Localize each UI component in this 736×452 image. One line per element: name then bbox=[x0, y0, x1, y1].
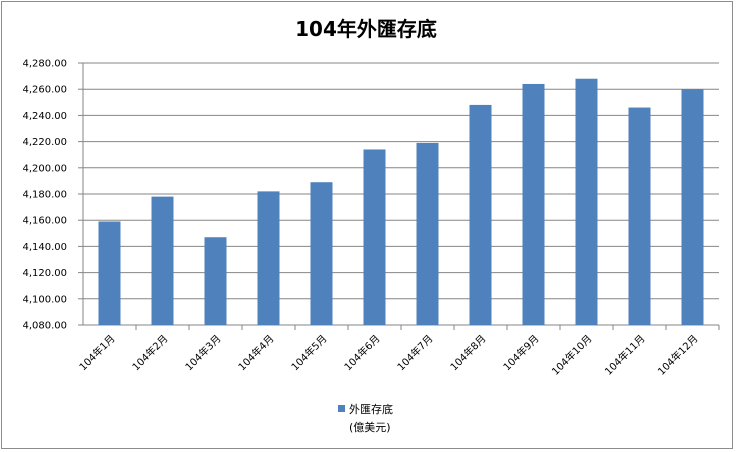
bars bbox=[98, 78, 704, 326]
x-tick-label: 104年12月 bbox=[655, 332, 701, 378]
y-tick-label: 4,220.00 bbox=[22, 137, 67, 148]
bar bbox=[469, 104, 492, 325]
y-tick-label: 4,140.00 bbox=[22, 242, 67, 253]
bar bbox=[257, 191, 280, 325]
bar bbox=[522, 83, 545, 326]
bar bbox=[575, 78, 598, 325]
bar bbox=[310, 182, 333, 325]
bar bbox=[628, 107, 651, 325]
y-tick-label: 4,180.00 bbox=[22, 190, 67, 201]
y-tick-label: 4,260.00 bbox=[22, 85, 67, 96]
x-tick-label: 104年6月 bbox=[341, 332, 382, 373]
x-tick-label: 104年10月 bbox=[549, 332, 595, 378]
x-tick-labels: 104年1月 104年2月 104年3月 104年4月 104年5月 104年6月 104年… bbox=[76, 332, 700, 378]
x-tick-label: 104年8月 bbox=[447, 332, 488, 373]
bar bbox=[151, 196, 174, 325]
chart-title: 104年外匯存底 bbox=[295, 17, 437, 41]
x-tick-label: 104年1月 bbox=[76, 332, 117, 373]
bar bbox=[363, 149, 386, 325]
bar bbox=[204, 237, 227, 325]
y-tick-label: 4,200.00 bbox=[22, 163, 67, 174]
x-tick-label: 104年9月 bbox=[500, 332, 541, 373]
bar bbox=[98, 221, 121, 325]
y-tick-labels: 4,080.00 4,100.00 4,120.00 4,140.00 4,160.00… bbox=[22, 59, 67, 332]
gridlines bbox=[83, 62, 719, 300]
x-tick-label: 104年3月 bbox=[182, 332, 223, 373]
legend-swatch bbox=[338, 405, 345, 412]
legend-series-label: 外匯存底 bbox=[349, 402, 393, 416]
legend-unit-label: (億美元) bbox=[349, 421, 391, 434]
x-tick-label: 104年2月 bbox=[129, 332, 170, 373]
y-tick-label: 4,120.00 bbox=[22, 268, 67, 279]
axes bbox=[78, 62, 720, 330]
y-tick-label: 4,240.00 bbox=[22, 111, 67, 122]
y-tick-label: 4,280.00 bbox=[22, 59, 67, 70]
bar bbox=[416, 142, 439, 325]
x-tick-label: 104年4月 bbox=[235, 332, 276, 373]
x-tick-label: 104年11月 bbox=[602, 332, 648, 378]
x-tick-label: 104年7月 bbox=[394, 332, 435, 373]
bar bbox=[681, 89, 704, 325]
y-tick-label: 4,080.00 bbox=[22, 321, 67, 332]
y-tick-label: 4,160.00 bbox=[22, 216, 67, 227]
legend: 外匯存底 (億美元) bbox=[338, 402, 393, 434]
y-tick-label: 4,100.00 bbox=[22, 294, 67, 305]
x-tick-label: 104年5月 bbox=[288, 332, 329, 373]
